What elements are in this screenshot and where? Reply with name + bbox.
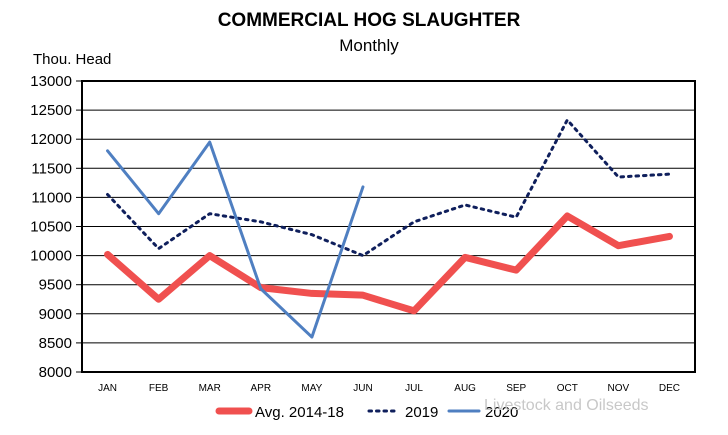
x-axis-ticks: JAN FEB MAR APR MAY JUN JUL AUG SEP OCT NOV DEC [98,383,680,394]
y-tick-label: 13000 [30,73,72,90]
y-tick-label: 12500 [30,102,72,119]
x-tick-label: DEC [659,383,680,394]
x-tick-label: JUL [405,383,423,394]
x-tick-label: FEB [149,383,169,394]
x-tick-label: NOV [608,383,630,394]
series-line-3 [106,140,365,339]
x-tick-label: SEP [506,383,526,394]
y-tick-label: 10000 [30,248,72,265]
x-tick-label: MAR [199,383,221,394]
y-tick-label: 8500 [39,335,72,352]
y-tick-label: 11500 [31,160,72,177]
y-tick-label: 10500 [30,219,72,236]
y-axis-ticks: 8000 8500 9000 9500 10000 10500 11000 11500 1200… [30,73,82,381]
legend-label: 2020 [485,404,518,421]
chart-subtitle: Monthly [339,36,399,55]
data-point [618,177,619,178]
x-tick-label: JAN [98,383,117,394]
x-tick-label: JUN [353,383,372,394]
legend-label: 2019 [405,404,438,421]
y-tick-label: 9500 [39,277,72,294]
y-tick-label: 12000 [30,131,72,148]
data-point [414,221,415,222]
series-line-1 [104,212,673,315]
x-tick-label: MAY [301,383,322,394]
y-tick-label: 8000 [39,364,72,381]
series-line-2 [106,118,671,258]
y-tick-label: 9000 [39,306,72,323]
gridlines [82,109,695,344]
y-tick-label: 11000 [31,189,72,206]
chart-title: COMMERCIAL HOG SLAUGHTER [217,10,521,31]
x-tick-label: OCT [557,383,578,394]
y-axis-label: Thou. Head [33,51,112,68]
legend: Avg. 2014-18 2019 2020 [215,404,518,421]
source-watermark: Livestock and Oilseeds [484,397,649,414]
legend-label: Avg. 2014-18 [255,404,344,421]
x-tick-label: AUG [454,383,476,394]
x-tick-label: APR [251,383,272,394]
series-lines [104,118,673,339]
